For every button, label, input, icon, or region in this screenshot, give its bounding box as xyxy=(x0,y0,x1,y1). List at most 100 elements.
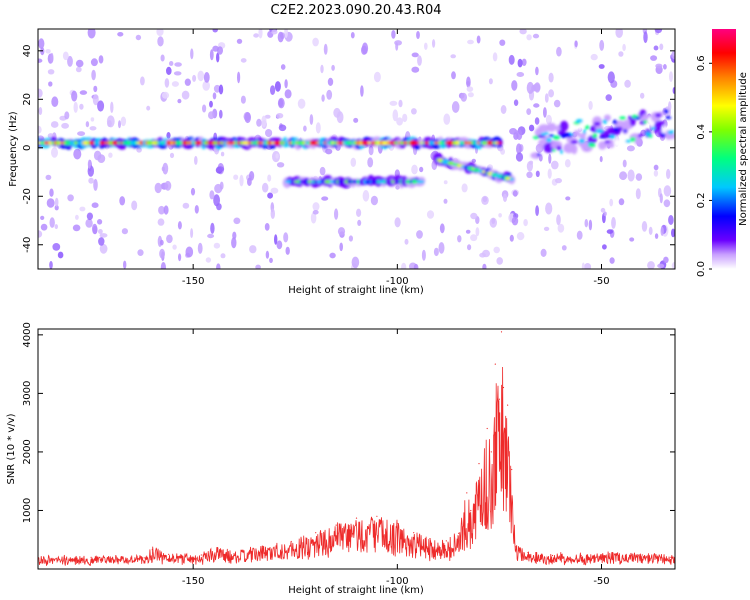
heatmap-speckle xyxy=(216,52,220,63)
heatmap-band-core xyxy=(560,149,564,154)
heatmap-speckle xyxy=(97,219,103,225)
heatmap-band-core xyxy=(365,179,372,184)
heatmap-speckle xyxy=(265,129,273,137)
heatmap-speckle xyxy=(509,234,514,242)
heatmap-band-core xyxy=(655,113,662,118)
heatmap-speckle xyxy=(121,228,128,235)
heatmap-speckle xyxy=(461,183,468,193)
heatmap-speckle xyxy=(62,51,69,61)
snr-data-point xyxy=(396,522,398,524)
heatmap-speckle xyxy=(173,71,182,76)
heatmap-speckle xyxy=(471,158,476,163)
heatmap-band-core xyxy=(546,137,552,142)
snr-x-axis-label: Height of straight line (km) xyxy=(288,585,424,596)
heatmap-speckle xyxy=(668,215,674,225)
heatmap-speckle xyxy=(671,228,675,238)
snr-data-point xyxy=(262,546,264,548)
heatmap-speckle xyxy=(339,242,344,252)
heatmap-speckle xyxy=(88,177,94,184)
heatmap-band-core xyxy=(543,131,549,135)
heatmap-speckle xyxy=(146,105,151,111)
snr-line-layer xyxy=(38,331,675,566)
heatmap-speckle xyxy=(561,245,567,251)
heatmap-speckle xyxy=(54,197,59,207)
heatmap-speckle xyxy=(161,91,170,99)
heatmap-band-core xyxy=(635,116,641,120)
heatmap-speckle xyxy=(181,90,190,100)
heatmap-speckle xyxy=(535,170,540,177)
heatmap-speckle xyxy=(588,219,593,231)
heatmap-speckle xyxy=(162,162,169,175)
heatmap-speckle xyxy=(556,214,561,226)
heatmap-speckle xyxy=(38,38,45,49)
heatmap-band-core xyxy=(612,119,618,125)
heatmap-band-core xyxy=(592,133,598,139)
heatmap-speckle xyxy=(185,246,194,258)
heatmap-band-halo xyxy=(634,135,642,145)
heatmap-speckle xyxy=(529,160,534,165)
heatmap-band-core xyxy=(310,180,315,184)
heatmap-speckle xyxy=(240,58,247,63)
spectrogram-panel: -150 -100 -50 -40 -20 0 20 40 Height of straig… xyxy=(8,28,676,296)
heatmap-band-core xyxy=(419,180,425,184)
snr-y-axis-label: SNR (10 * v/v) xyxy=(6,413,17,484)
heatmap-speckle xyxy=(548,72,554,83)
heatmap-speckle xyxy=(110,101,114,114)
heatmap-speckle xyxy=(38,88,43,98)
heatmap-band-core xyxy=(158,140,163,146)
heatmap-speckle xyxy=(120,116,127,127)
heatmap-speckle xyxy=(532,33,540,39)
heatmap-speckle xyxy=(89,126,97,131)
heatmap-band-core xyxy=(623,129,627,133)
heatmap-speckle xyxy=(326,89,333,100)
heatmap-speckle xyxy=(46,198,55,208)
heatmap-speckle xyxy=(663,199,671,208)
heatmap-speckle xyxy=(213,84,221,93)
heatmap-speckle xyxy=(274,81,281,92)
colorbar: 0.0 0.2 0.4 0.6 Normalized spectral amplitu… xyxy=(696,29,749,277)
heatmap-speckle xyxy=(648,226,653,235)
heatmap-speckle xyxy=(544,93,549,103)
heatmap-speckle xyxy=(216,166,225,173)
heatmap-speckle xyxy=(73,148,82,160)
heatmap-speckle xyxy=(602,244,607,250)
heatmap-speckle xyxy=(521,58,527,66)
heatmap-speckle xyxy=(348,235,353,242)
heatmap-speckle xyxy=(513,99,519,106)
snr-data-point xyxy=(90,556,92,558)
heatmap-speckle xyxy=(253,33,259,38)
heatmap-speckle xyxy=(517,58,523,68)
heatmap-speckle xyxy=(357,219,362,226)
heatmap-speckle xyxy=(108,152,113,158)
heatmap-speckle xyxy=(276,113,284,119)
heatmap-speckle xyxy=(159,239,164,246)
snr-data-point xyxy=(527,552,529,554)
spectrogram-x-ticks: -150 -100 -50 xyxy=(182,29,610,287)
heatmap-speckle xyxy=(267,174,272,182)
heatmap-speckle xyxy=(361,45,367,55)
heatmap-speckle xyxy=(160,262,166,269)
heatmap-speckle xyxy=(519,29,527,35)
heatmap-speckle xyxy=(209,49,214,61)
heatmap-speckle xyxy=(166,132,171,139)
heatmap-speckle xyxy=(276,162,285,168)
heatmap-speckle xyxy=(654,233,659,239)
heatmap-speckle xyxy=(555,178,562,184)
snr-data-point xyxy=(429,538,431,540)
heatmap-band-core xyxy=(288,179,292,184)
heatmap-speckle xyxy=(557,223,565,233)
heatmap-speckle xyxy=(599,39,605,51)
heatmap-speckle xyxy=(660,226,664,236)
colorbar-tick-label: 0.6 xyxy=(696,55,707,71)
heatmap-speckle xyxy=(475,227,480,237)
heatmap-speckle xyxy=(499,39,506,46)
heatmap-band-halo xyxy=(546,122,557,132)
heatmap-speckle xyxy=(618,51,624,57)
heatmap-speckle xyxy=(61,122,69,129)
heatmap-speckle xyxy=(91,69,96,81)
heatmap-band-core xyxy=(496,141,502,145)
heatmap-speckle xyxy=(49,188,54,197)
snr-data-point xyxy=(470,509,472,512)
heatmap-speckle xyxy=(160,54,165,62)
heatmap-speckle xyxy=(54,205,59,211)
